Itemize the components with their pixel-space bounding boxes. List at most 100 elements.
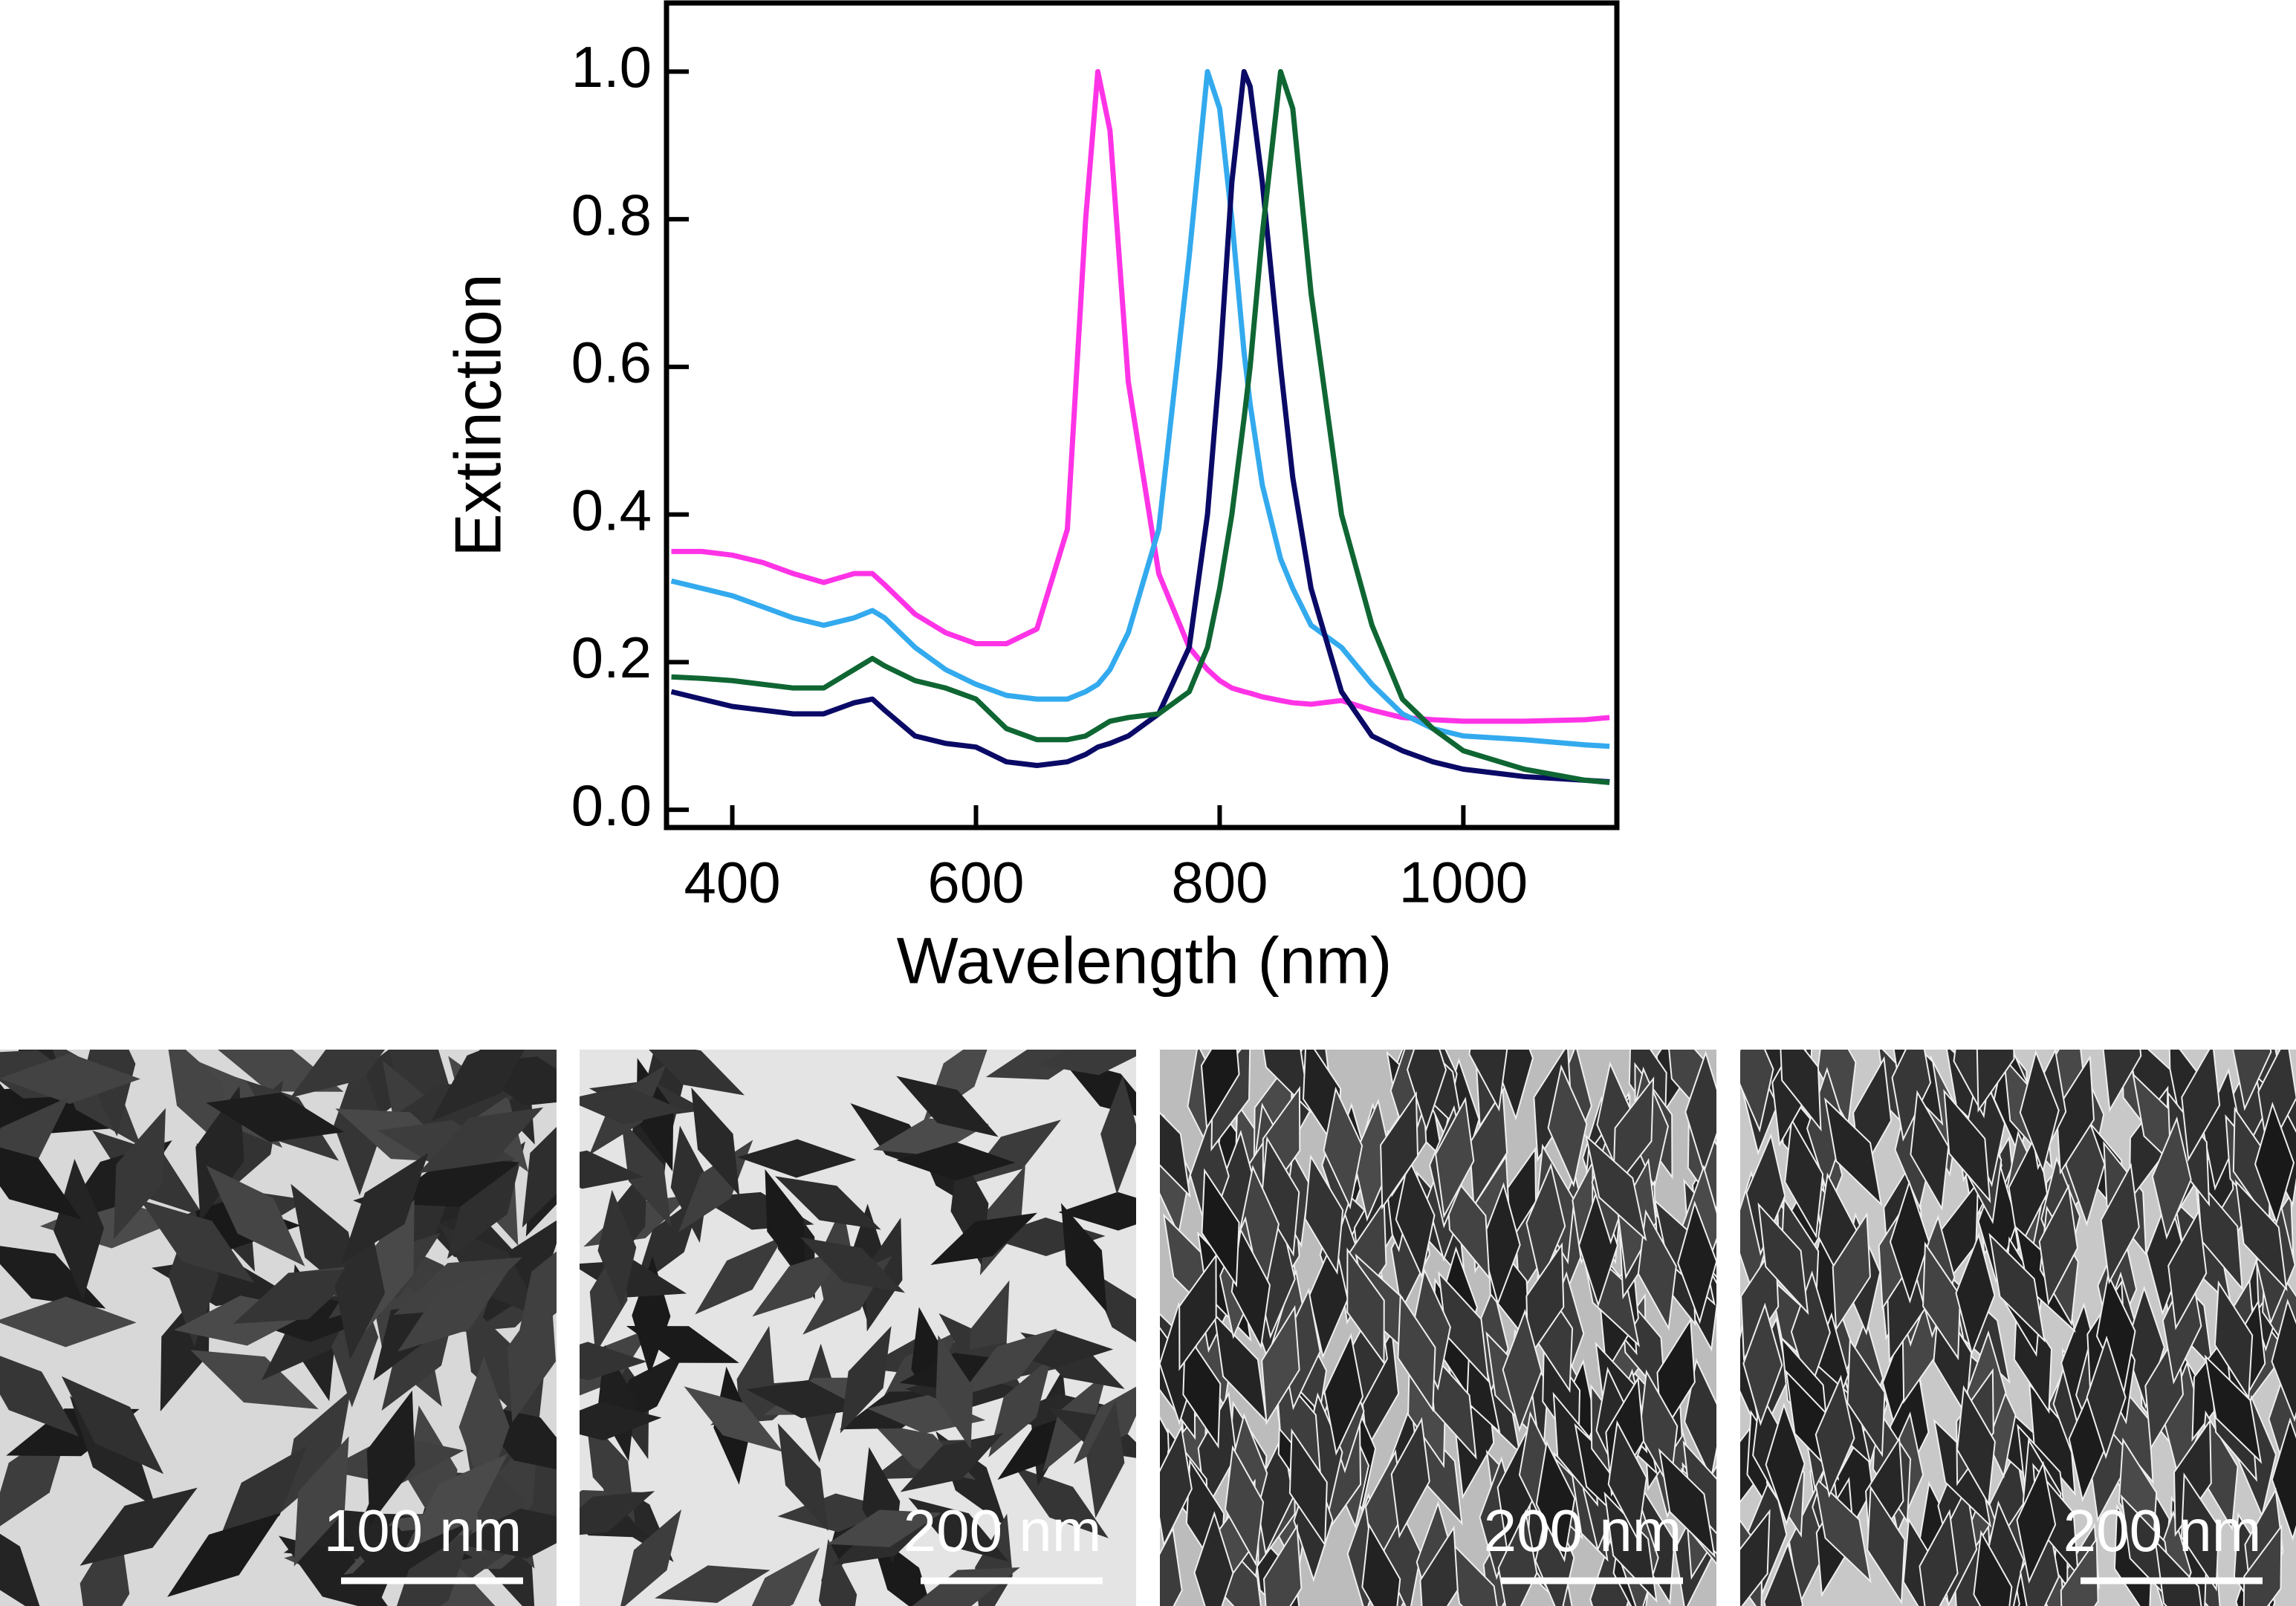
particle [195, 1086, 244, 1222]
particle [2181, 1472, 2220, 1592]
y-tick-label: 0.4 [571, 477, 652, 542]
particle [1468, 1050, 1508, 1112]
particle [580, 1085, 684, 1125]
particle [206, 1165, 305, 1267]
particle [418, 1107, 544, 1174]
particle [1411, 1267, 1451, 1391]
particle [1765, 1402, 1806, 1527]
particle [1060, 1203, 1107, 1313]
particle [1435, 1096, 1475, 1219]
particle [1493, 1050, 1534, 1121]
particle [1288, 1428, 1328, 1547]
particle [1889, 1180, 1930, 1304]
particle [1262, 1524, 1303, 1606]
particle [1261, 1305, 1300, 1425]
particle [1497, 1509, 1538, 1606]
particle [1910, 1090, 1950, 1212]
particle [818, 1538, 857, 1606]
tem-image [1740, 1050, 2296, 1606]
particle [385, 1529, 473, 1606]
particle [1955, 1232, 1996, 1356]
particle [737, 1139, 857, 1178]
particle [366, 1390, 415, 1526]
particle [1346, 1247, 1385, 1365]
particle [1361, 1522, 1401, 1606]
particle [2271, 1298, 2296, 1423]
particle [900, 1433, 1004, 1492]
particle [1973, 1529, 2013, 1606]
tem-image [0, 1050, 557, 1606]
x-tick-label: 400 [684, 850, 780, 915]
particle [2016, 1460, 2057, 1584]
particle [1225, 1445, 1265, 1567]
particle [294, 1436, 349, 1567]
particle [1740, 1509, 1771, 1606]
particle [1480, 1182, 1521, 1306]
particle [1397, 1293, 1436, 1413]
x-axis-label: Wavelength (nm) [897, 923, 1392, 997]
particle [278, 1535, 395, 1606]
scale-bar-label: 100 nm [324, 1498, 522, 1564]
particle [334, 1219, 386, 1360]
particle [1201, 1168, 1240, 1288]
particle [384, 1158, 520, 1207]
particle [1535, 1440, 1576, 1563]
x-tick-label: 1000 [1399, 850, 1528, 915]
particle [1193, 1511, 1234, 1606]
particle [935, 1335, 973, 1450]
particle [827, 1509, 942, 1547]
particle [1395, 1156, 1436, 1279]
particle [580, 1402, 662, 1441]
spectrum-line [670, 68, 1610, 784]
tem-image [580, 1050, 1136, 1606]
particle [2102, 1050, 2142, 1113]
particle [507, 1286, 557, 1423]
particle [1745, 1133, 1786, 1256]
particle [2234, 1179, 2288, 1292]
particle [1815, 1374, 1855, 1498]
y-tick-label: 0.6 [571, 330, 652, 395]
particle [0, 1053, 140, 1105]
particle [1380, 1091, 1419, 1210]
particle [233, 1268, 363, 1324]
particle [522, 1100, 557, 1228]
spectrum-line [671, 68, 1610, 785]
particle [655, 1565, 771, 1603]
particle [2181, 1050, 2221, 1162]
particle [580, 1342, 647, 1381]
particle [738, 1547, 820, 1606]
particle [1160, 1087, 1191, 1198]
particle [1255, 1050, 1311, 1114]
particle [626, 1325, 739, 1363]
particle [1160, 1425, 1193, 1547]
particle [1867, 1485, 1906, 1605]
particle [1922, 1241, 1962, 1361]
particle [431, 1050, 537, 1122]
particle [85, 1050, 136, 1137]
particle [1757, 1202, 1809, 1316]
particle [461, 1297, 526, 1424]
particle [896, 1076, 999, 1137]
particle [1740, 1050, 1774, 1133]
spectrum-line [671, 68, 1610, 724]
particle [0, 1243, 106, 1309]
particle [2145, 1192, 2186, 1316]
particle [1943, 1089, 1991, 1203]
particle [2151, 1116, 2192, 1240]
particle [1323, 1333, 1364, 1456]
particle [1058, 1192, 1136, 1231]
particle [453, 1508, 557, 1559]
particle [1742, 1302, 1783, 1426]
particle [580, 1491, 655, 1538]
particle [620, 1119, 672, 1227]
particle [752, 1246, 849, 1317]
y-tick-label: 1.0 [571, 34, 652, 100]
particle [1182, 1330, 1222, 1449]
particle [398, 1267, 511, 1352]
particle [340, 1524, 469, 1585]
particle [167, 1512, 281, 1597]
particle [765, 1168, 806, 1281]
particle [639, 1050, 745, 1096]
particle [1390, 1417, 1430, 1539]
particle [1419, 1525, 1459, 1606]
